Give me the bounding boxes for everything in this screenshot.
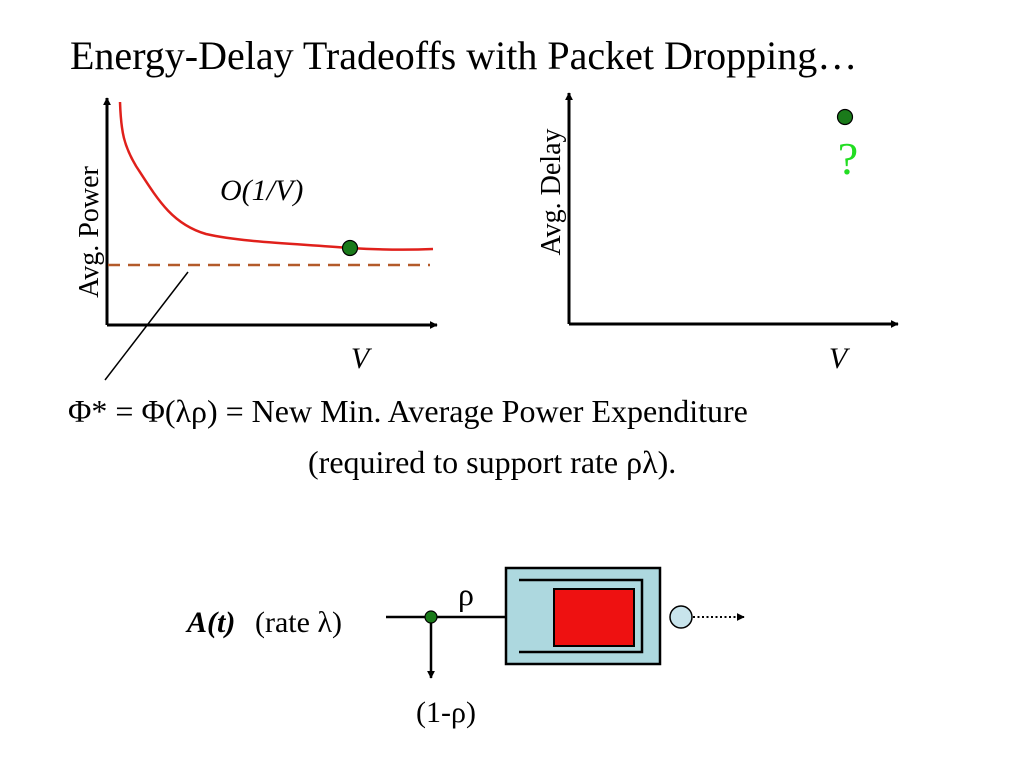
drop-probability-label: (1-ρ) [416, 696, 476, 729]
question-mark: ? [838, 133, 858, 184]
curve-label: O(1/V) [220, 174, 303, 207]
caption-line-2: (required to support rate ρλ). [308, 443, 676, 481]
unknown-delay-marker [838, 110, 853, 125]
admit-probability-label: ρ [458, 576, 474, 612]
diagram-canvas: Avg. Power V O(1/V) Avg. Delay V ? A(t) … [0, 0, 1024, 768]
delay-plot: Avg. Delay V ? [536, 93, 898, 375]
power-plot-x-label: V [351, 342, 373, 375]
split-node [425, 611, 437, 623]
power-plot: Avg. Power V O(1/V) [74, 98, 437, 380]
queue-backlog [554, 589, 634, 646]
operating-point-marker [343, 241, 358, 256]
server-node [670, 606, 692, 628]
queue-diagram: A(t) (rate λ) ρ (1-ρ) [185, 568, 744, 729]
arrival-process-label: A(t) [185, 606, 235, 639]
delay-plot-x-label: V [829, 342, 851, 375]
arrival-rate-label: (rate λ) [255, 606, 342, 639]
delay-plot-y-label: Avg. Delay [536, 129, 567, 256]
power-plot-y-label: Avg. Power [74, 165, 105, 297]
slide: Energy-Delay Tradeoffs with Packet Dropp… [0, 0, 1024, 768]
caption-line-1: Φ* = Φ(λρ) = New Min. Average Power Expe… [68, 392, 748, 430]
